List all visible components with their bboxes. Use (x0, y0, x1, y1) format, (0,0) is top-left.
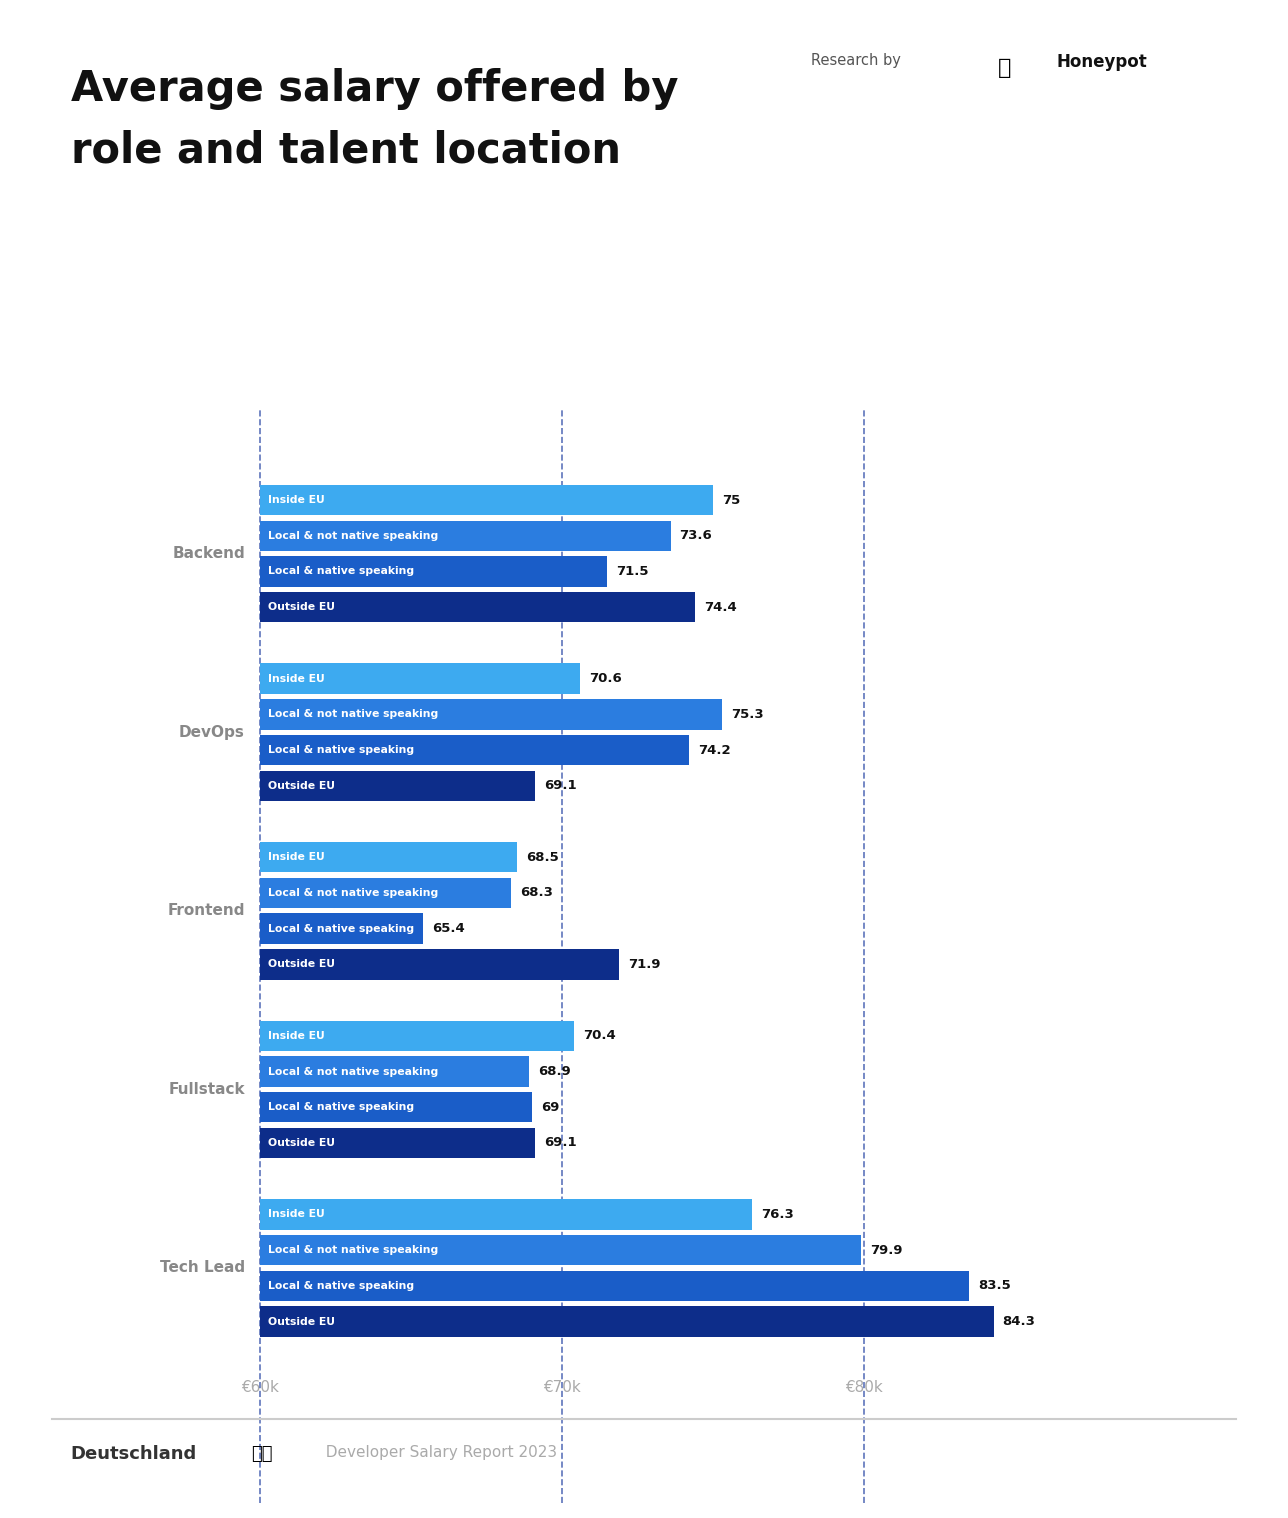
Text: Inside EU: Inside EU (268, 852, 325, 862)
Text: 68.5: 68.5 (526, 850, 559, 864)
Text: Developer Salary Report 2023: Developer Salary Report 2023 (316, 1445, 556, 1460)
Bar (260, 1236, 860, 1266)
Bar (260, 1057, 528, 1087)
Text: Inside EU: Inside EU (268, 1210, 325, 1219)
Text: Local & not native speaking: Local & not native speaking (268, 888, 438, 899)
Text: 76.3: 76.3 (761, 1208, 793, 1220)
Text: 84.3: 84.3 (1002, 1315, 1036, 1328)
Text: 🇩🇪: 🇩🇪 (251, 1445, 273, 1463)
Text: 71.9: 71.9 (629, 958, 661, 972)
Text: 83.5: 83.5 (979, 1280, 1011, 1292)
Bar (260, 592, 694, 622)
Text: Local & not native speaking: Local & not native speaking (268, 531, 438, 540)
Text: Outside EU: Outside EU (268, 780, 335, 791)
Text: 69.1: 69.1 (544, 1137, 577, 1149)
Text: Inside EU: Inside EU (268, 674, 325, 683)
Text: Local & not native speaking: Local & not native speaking (268, 1245, 438, 1255)
Bar (260, 1307, 993, 1337)
Text: 75: 75 (721, 493, 741, 507)
Text: Local & native speaking: Local & native speaking (268, 745, 413, 754)
Text: DevOps: DevOps (179, 724, 245, 739)
Text: 69.1: 69.1 (544, 779, 577, 792)
Bar (260, 877, 510, 908)
Text: Outside EU: Outside EU (268, 1138, 335, 1148)
Text: 70.6: 70.6 (589, 672, 622, 685)
Bar (260, 1271, 970, 1301)
Text: Honeypot: Honeypot (1056, 53, 1146, 71)
Text: Local & native speaking: Local & native speaking (268, 923, 413, 934)
Text: Outside EU: Outside EU (268, 959, 335, 970)
Text: Average salary offered by: Average salary offered by (71, 68, 679, 111)
Bar (260, 771, 535, 802)
Text: Local & not native speaking: Local & not native speaking (268, 1067, 438, 1076)
Bar (260, 842, 516, 873)
Text: 73.6: 73.6 (680, 530, 712, 542)
Text: 69: 69 (541, 1101, 559, 1114)
Text: 🍯: 🍯 (998, 58, 1011, 77)
Bar (260, 1020, 574, 1050)
Text: Local & not native speaking: Local & not native speaking (268, 709, 438, 720)
Bar (260, 484, 712, 515)
Bar (260, 1199, 752, 1230)
Bar (260, 663, 580, 694)
Bar (260, 949, 620, 979)
Text: Local & native speaking: Local & native speaking (268, 1281, 413, 1290)
Text: 71.5: 71.5 (616, 565, 649, 578)
Text: Inside EU: Inside EU (268, 495, 325, 505)
Bar (260, 1091, 532, 1122)
Bar (260, 1128, 535, 1158)
Text: Backend: Backend (173, 546, 245, 562)
Bar (260, 735, 689, 765)
Text: Outside EU: Outside EU (268, 1316, 335, 1327)
Text: Outside EU: Outside EU (268, 603, 335, 612)
Text: 74.4: 74.4 (703, 601, 737, 613)
Text: 74.2: 74.2 (698, 744, 730, 756)
Text: 70.4: 70.4 (583, 1029, 616, 1043)
Text: 65.4: 65.4 (431, 921, 465, 935)
Text: 79.9: 79.9 (869, 1243, 903, 1257)
Bar (260, 700, 721, 730)
Text: Frontend: Frontend (167, 903, 245, 918)
Text: Local & native speaking: Local & native speaking (268, 566, 413, 577)
Text: 68.9: 68.9 (538, 1066, 571, 1078)
Text: Local & native speaking: Local & native speaking (268, 1102, 413, 1113)
Bar (260, 556, 607, 586)
Text: Research by: Research by (811, 53, 902, 68)
Text: 75.3: 75.3 (732, 707, 764, 721)
Bar (260, 914, 422, 944)
Text: Fullstack: Fullstack (169, 1082, 245, 1098)
Bar (260, 521, 671, 551)
Text: 68.3: 68.3 (519, 887, 553, 900)
Text: role and talent location: role and talent location (71, 129, 621, 172)
Text: Deutschland: Deutschland (71, 1445, 197, 1463)
Text: Tech Lead: Tech Lead (160, 1260, 245, 1275)
Text: Inside EU: Inside EU (268, 1031, 325, 1041)
